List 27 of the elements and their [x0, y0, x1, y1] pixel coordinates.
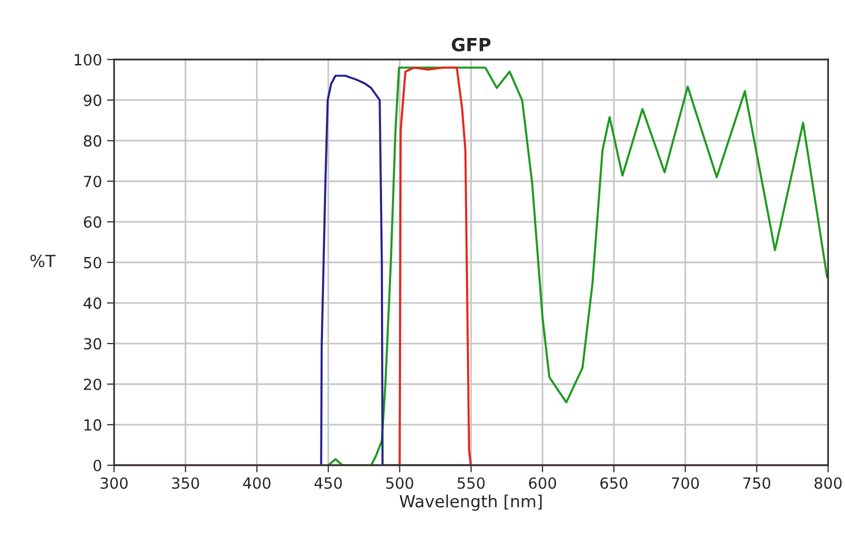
y-tick-label: 40	[84, 297, 102, 309]
x-axis-title: Wavelength [nm]	[400, 494, 542, 511]
y-tick-label: 70	[84, 176, 102, 188]
x-tick-label: 500	[386, 477, 414, 489]
y-tick-label: 0	[94, 460, 102, 472]
y-tick-label: 20	[84, 378, 102, 390]
x-tick-label: 550	[458, 477, 485, 489]
x-tick-label: 450	[314, 477, 342, 489]
y-tick-label: 80	[84, 135, 102, 147]
chart-title: GFP	[452, 38, 491, 52]
y-tick-label: 100	[74, 54, 102, 66]
line-series	[327, 66, 828, 466]
x-tick-label: 600	[528, 477, 556, 489]
x-tick-label: 700	[672, 477, 699, 489]
x-tick-label: 650	[600, 477, 628, 489]
x-tick-label: 800	[814, 477, 842, 489]
y-tick-label: 90	[84, 94, 102, 106]
x-tick-label: 300	[100, 477, 128, 489]
y-tick-label: 30	[84, 338, 102, 350]
y-tick-label: 50	[84, 256, 102, 268]
y-tick-label: 60	[84, 216, 102, 228]
y-tick-label: 10	[84, 419, 102, 431]
y-axis-title: %T	[30, 254, 56, 268]
line-series	[320, 74, 472, 466]
x-tick-label: 400	[243, 477, 270, 489]
x-tick-label: 350	[172, 477, 200, 489]
x-tick-label: 750	[743, 477, 770, 489]
